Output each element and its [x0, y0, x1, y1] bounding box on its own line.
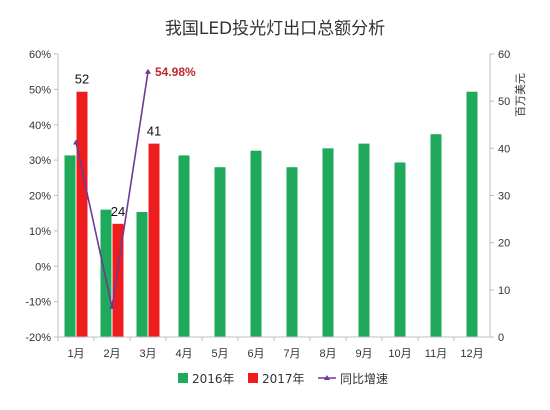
bar-2016: [430, 134, 442, 337]
right-tick-label: 50: [498, 96, 510, 108]
x-tick-label: 8月: [319, 348, 336, 360]
x-tick-label: 3月: [139, 348, 156, 360]
x-tick-label: 11月: [425, 348, 447, 360]
bar-data-label: 52: [75, 72, 89, 87]
legend-marker: [324, 375, 330, 380]
right-tick-label: 10: [498, 285, 510, 297]
left-tick-label: 40%: [29, 120, 51, 132]
bar-2017: [148, 143, 160, 337]
legend-label: 2016年: [192, 372, 235, 386]
bar-2016: [136, 212, 148, 337]
x-tick-label: 7月: [283, 348, 300, 360]
x-tick-label: 4月: [175, 348, 192, 360]
right-tick-label: 0: [498, 332, 504, 344]
growth-rate-point: [109, 303, 115, 309]
growth-annotation: 54.98%: [155, 65, 196, 79]
axes-group: 60% 50% 40% 30% 20% 10% 0% -10% -20% 60 50 40 30 20 10…: [25, 49, 527, 360]
right-axis-title: 百万美元: [514, 73, 527, 117]
left-tick-label: -20%: [25, 332, 51, 344]
legend-swatch: [248, 373, 258, 383]
right-tick-label: 60: [498, 49, 510, 61]
legend-label: 同比增速: [340, 372, 388, 386]
x-tick-label: 5月: [211, 348, 228, 360]
bar-2016: [322, 148, 334, 337]
bars-group: [64, 91, 478, 337]
labels-group: 52 24 41 54.98%: [75, 65, 196, 219]
growth-line-group: [73, 68, 151, 309]
bar-2016: [394, 162, 406, 337]
bar-2016: [286, 167, 298, 337]
left-tick-label: 10%: [29, 226, 51, 238]
x-tick-label: 1月: [67, 348, 84, 360]
x-tick-label: 6月: [247, 348, 264, 360]
left-tick-label: 0%: [35, 261, 51, 273]
x-tick-label: 2月: [103, 348, 120, 360]
x-tick-label: 9月: [355, 348, 372, 360]
left-tick-label: 30%: [29, 155, 51, 167]
left-tick-label: 60%: [29, 49, 51, 61]
bar-2016: [358, 143, 370, 337]
x-tick-label: 12月: [460, 348, 483, 360]
chart-title: 我国LED投光灯出口总额分析: [165, 19, 385, 39]
bar-2016: [178, 155, 190, 337]
left-tick-label: -10%: [25, 297, 51, 309]
bar-data-label: 41: [147, 124, 161, 139]
bar-data-label: 24: [111, 204, 125, 219]
left-tick-label: 50%: [29, 84, 51, 96]
legend-swatch: [178, 373, 188, 383]
bar-2016: [100, 209, 112, 337]
x-tick-label: 10月: [388, 348, 411, 360]
bar-2017: [112, 223, 124, 337]
bar-2016: [64, 155, 76, 337]
bar-2016: [250, 150, 262, 337]
right-tick-label: 40: [498, 143, 510, 155]
legend-label: 2017年: [262, 372, 305, 386]
left-tick-label: 20%: [29, 191, 51, 203]
legend: 2016年 2017年 同比增速: [178, 372, 388, 386]
bar-2017: [76, 91, 88, 337]
right-tick-label: 30: [498, 191, 510, 203]
bar-2016: [214, 167, 226, 337]
bar-2016: [466, 91, 478, 337]
right-tick-label: 20: [498, 238, 510, 250]
growth-rate-point: [145, 68, 151, 74]
growth-rate-point: [73, 139, 79, 145]
